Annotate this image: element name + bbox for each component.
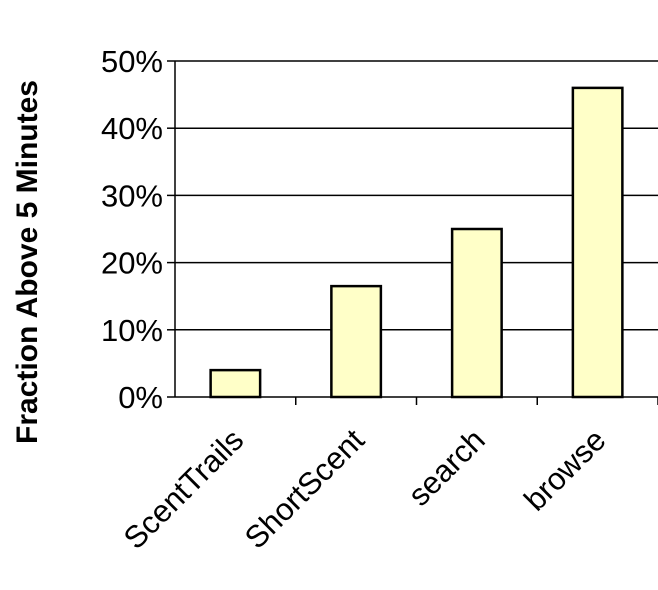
y-tick-label: 10% [101,313,163,348]
x-tick-label: ShortScent [238,422,371,555]
y-tick-label: 20% [101,246,163,281]
x-tick-label: ScentTrails [117,422,251,556]
y-tick-label: 30% [101,178,163,213]
bar-search [450,227,503,399]
bar-ShortScent [330,284,383,399]
y-axis-label: Fraction Above 5 Minutes [11,80,44,444]
y-tick-labels: 0% 10% 20% 30% 40% 50% [101,44,163,415]
bar-ScentTrails [209,368,262,399]
y-tick-label: 40% [101,111,163,146]
y-tick-label: 50% [101,44,163,79]
x-tick-label: browse [517,422,612,517]
bars [209,86,624,399]
axes [167,60,658,405]
x-tick-label: search [401,422,492,513]
y-tick-label: 0% [118,380,163,415]
bar-browse [571,86,624,399]
